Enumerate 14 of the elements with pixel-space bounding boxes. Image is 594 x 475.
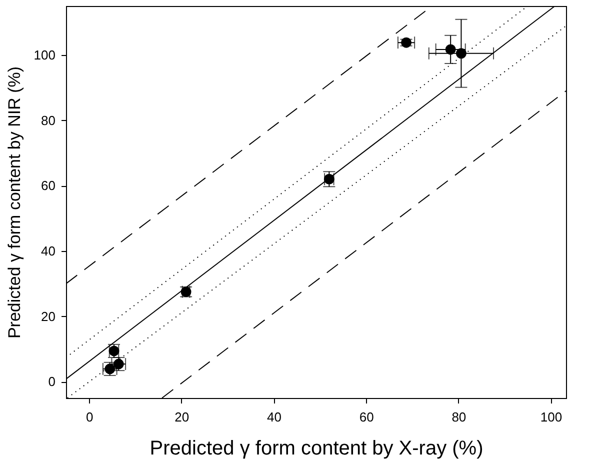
x-axis-title: Predicted γ form content by X-ray (%) bbox=[150, 438, 484, 460]
y-tick-label: 20 bbox=[41, 308, 56, 324]
x-tick-label: 80 bbox=[452, 410, 466, 424]
x-tick-label: 0 bbox=[86, 410, 94, 424]
x-tick-label: 40 bbox=[267, 410, 282, 424]
y-tick-label: 100 bbox=[34, 48, 56, 62]
x-tick-label: 20 bbox=[174, 410, 190, 424]
y-tick-label: 80 bbox=[41, 112, 56, 128]
x-tick-label: 100 bbox=[540, 410, 562, 424]
y-tick-label: 60 bbox=[41, 178, 56, 194]
y-tick-label: 40 bbox=[41, 244, 56, 258]
y-axis-title: Predicted γ form content by NIR (%) bbox=[4, 66, 24, 339]
y-tick-label: 0 bbox=[48, 374, 56, 390]
x-tick-label: 60 bbox=[359, 410, 374, 424]
